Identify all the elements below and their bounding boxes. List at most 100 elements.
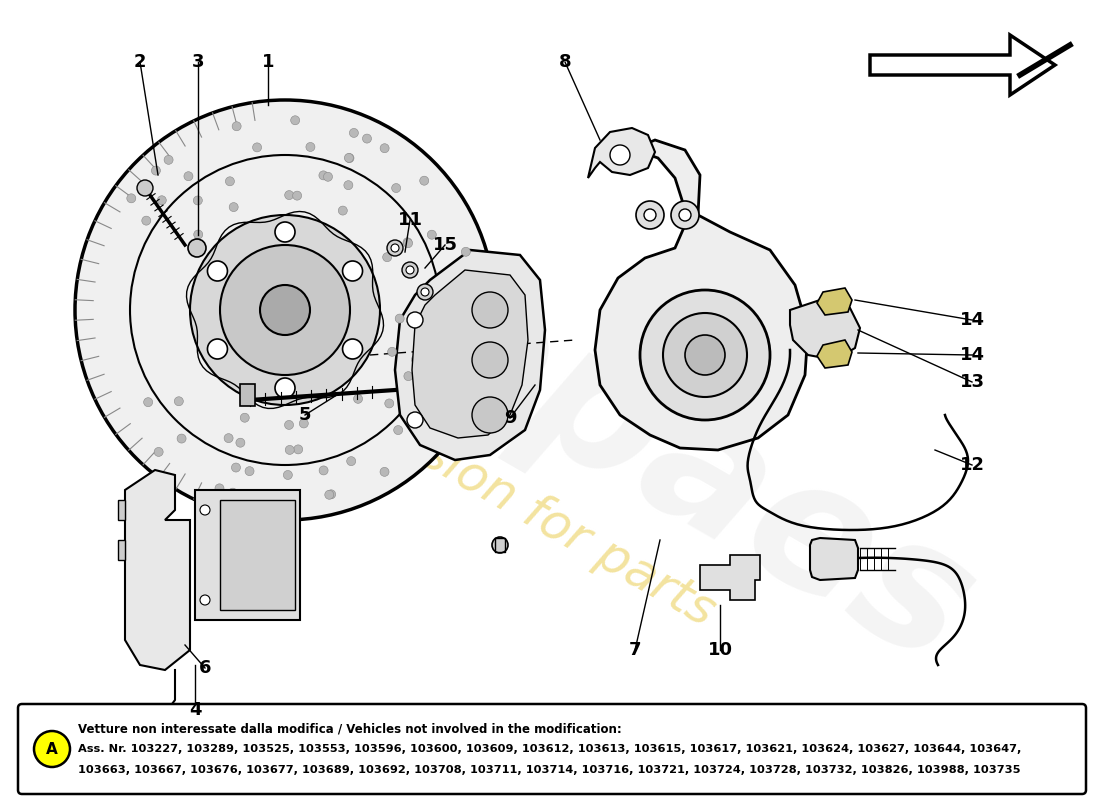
- Circle shape: [293, 191, 301, 200]
- Circle shape: [290, 116, 299, 125]
- Text: 8: 8: [559, 53, 571, 71]
- Circle shape: [404, 238, 412, 248]
- Circle shape: [407, 412, 424, 428]
- Circle shape: [126, 194, 135, 203]
- Text: europaes: europaes: [97, 78, 1003, 702]
- Circle shape: [344, 181, 353, 190]
- Circle shape: [75, 100, 495, 520]
- Circle shape: [214, 484, 224, 493]
- Circle shape: [402, 262, 418, 278]
- Circle shape: [472, 292, 508, 328]
- Circle shape: [208, 261, 228, 281]
- Polygon shape: [810, 538, 858, 580]
- Circle shape: [663, 313, 747, 397]
- Circle shape: [363, 134, 372, 143]
- Circle shape: [327, 490, 336, 499]
- Polygon shape: [220, 500, 295, 610]
- Circle shape: [395, 314, 404, 323]
- Text: 13: 13: [959, 373, 985, 391]
- Circle shape: [184, 172, 192, 181]
- Circle shape: [636, 201, 664, 229]
- Circle shape: [420, 176, 429, 186]
- Circle shape: [421, 288, 429, 296]
- Polygon shape: [595, 140, 808, 450]
- Circle shape: [194, 230, 202, 239]
- Circle shape: [285, 446, 294, 454]
- Circle shape: [240, 414, 250, 422]
- Circle shape: [226, 177, 234, 186]
- Circle shape: [138, 180, 153, 196]
- Circle shape: [470, 292, 478, 301]
- Text: 12: 12: [959, 456, 985, 474]
- Circle shape: [319, 171, 328, 180]
- Circle shape: [200, 595, 210, 605]
- Polygon shape: [118, 540, 125, 560]
- Circle shape: [472, 397, 508, 433]
- Circle shape: [220, 245, 350, 375]
- Circle shape: [229, 202, 239, 211]
- Circle shape: [403, 238, 412, 246]
- Circle shape: [324, 490, 333, 499]
- Circle shape: [427, 230, 437, 239]
- Text: 2: 2: [134, 53, 146, 71]
- Circle shape: [644, 209, 656, 221]
- Polygon shape: [195, 490, 300, 620]
- Text: 9: 9: [504, 409, 516, 427]
- Circle shape: [306, 142, 315, 151]
- Circle shape: [346, 457, 355, 466]
- Circle shape: [417, 284, 433, 300]
- Circle shape: [34, 731, 70, 767]
- Polygon shape: [817, 288, 852, 315]
- Circle shape: [152, 166, 161, 175]
- Text: 5: 5: [299, 406, 311, 424]
- Polygon shape: [125, 470, 190, 670]
- Circle shape: [461, 247, 471, 256]
- Circle shape: [285, 421, 294, 430]
- Circle shape: [446, 300, 454, 309]
- Circle shape: [411, 355, 420, 364]
- Circle shape: [342, 261, 363, 281]
- Circle shape: [154, 447, 163, 457]
- Circle shape: [275, 222, 295, 242]
- Text: 7: 7: [629, 641, 641, 659]
- Polygon shape: [588, 128, 654, 178]
- Text: 1985: 1985: [697, 278, 802, 362]
- Text: 15: 15: [432, 236, 458, 254]
- Circle shape: [640, 290, 770, 420]
- Circle shape: [200, 505, 210, 515]
- Circle shape: [394, 426, 403, 434]
- Circle shape: [190, 215, 380, 405]
- Circle shape: [299, 419, 308, 428]
- Circle shape: [463, 358, 472, 367]
- Circle shape: [492, 537, 508, 553]
- Circle shape: [260, 285, 310, 335]
- FancyBboxPatch shape: [18, 704, 1086, 794]
- Circle shape: [392, 183, 400, 193]
- Circle shape: [157, 196, 166, 205]
- Text: 14: 14: [959, 311, 985, 329]
- Polygon shape: [870, 35, 1055, 95]
- Circle shape: [383, 253, 392, 262]
- Circle shape: [284, 470, 293, 479]
- Circle shape: [323, 172, 332, 182]
- Circle shape: [437, 358, 446, 367]
- Polygon shape: [817, 340, 852, 368]
- Text: 103663, 103667, 103676, 103677, 103689, 103692, 103708, 103711, 103714, 103716, : 103663, 103667, 103676, 103677, 103689, …: [78, 765, 1021, 775]
- Circle shape: [144, 398, 153, 406]
- Circle shape: [387, 240, 403, 256]
- Circle shape: [275, 378, 295, 398]
- Text: A: A: [46, 742, 58, 757]
- Text: 1: 1: [262, 53, 274, 71]
- Circle shape: [353, 394, 363, 403]
- Polygon shape: [240, 384, 255, 406]
- Circle shape: [174, 397, 184, 406]
- Circle shape: [188, 239, 206, 257]
- Circle shape: [208, 339, 228, 359]
- Circle shape: [419, 284, 428, 294]
- Circle shape: [610, 145, 630, 165]
- Circle shape: [345, 154, 354, 162]
- Text: 10: 10: [707, 641, 733, 659]
- Text: Ass. Nr. 103227, 103289, 103525, 103553, 103596, 103600, 103609, 103612, 103613,: Ass. Nr. 103227, 103289, 103525, 103553,…: [78, 744, 1022, 754]
- Circle shape: [671, 201, 698, 229]
- Circle shape: [466, 342, 476, 352]
